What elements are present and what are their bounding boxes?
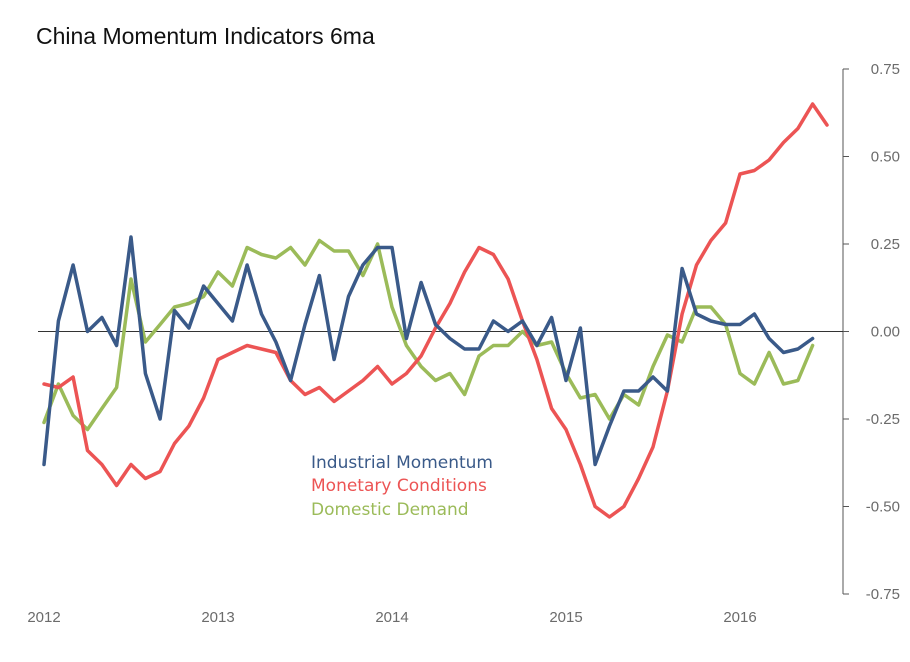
series-line-domestic-demand [44, 241, 813, 430]
y-tick-label: 0.25 [871, 236, 900, 253]
legend-domestic-demand: Domestic Demand [311, 500, 469, 520]
y-tick-label: -0.75 [866, 586, 900, 603]
y-tick-label: 0.75 [871, 61, 900, 78]
axes: 0.75 0.50 0.25 0.00 -0.25 -0.50 -0.75 2012 2013… [27, 61, 900, 626]
y-tick-label: 0.50 [871, 149, 900, 166]
y-tick-label: -0.50 [866, 499, 900, 516]
x-tick-label: 2014 [375, 609, 408, 626]
legend-monetary-conditions: Monetary Conditions [311, 476, 487, 496]
x-tick-label: 2013 [201, 609, 234, 626]
x-tick-label: 2012 [27, 609, 60, 626]
y-ticks: 0.75 0.50 0.25 0.00 -0.25 -0.50 -0.75 [843, 61, 900, 603]
series-line-industrial-momentum [44, 237, 813, 465]
chart-canvas: China Momentum Indicators 6ma 0.750.500.… [0, 0, 910, 662]
x-tick-label: 2015 [549, 609, 582, 626]
legend: Industrial Momentum Monetary Conditions … [311, 453, 493, 520]
chart-title: China Momentum Indicators 6ma [36, 23, 375, 49]
y-tick-label: 0.00 [871, 324, 900, 341]
y-tick-label: -0.25 [866, 411, 900, 428]
x-ticks: 2012 2013 2014 2015 2016 [27, 609, 756, 626]
legend-industrial-momentum: Industrial Momentum [311, 453, 493, 473]
x-tick-label: 2016 [723, 609, 756, 626]
